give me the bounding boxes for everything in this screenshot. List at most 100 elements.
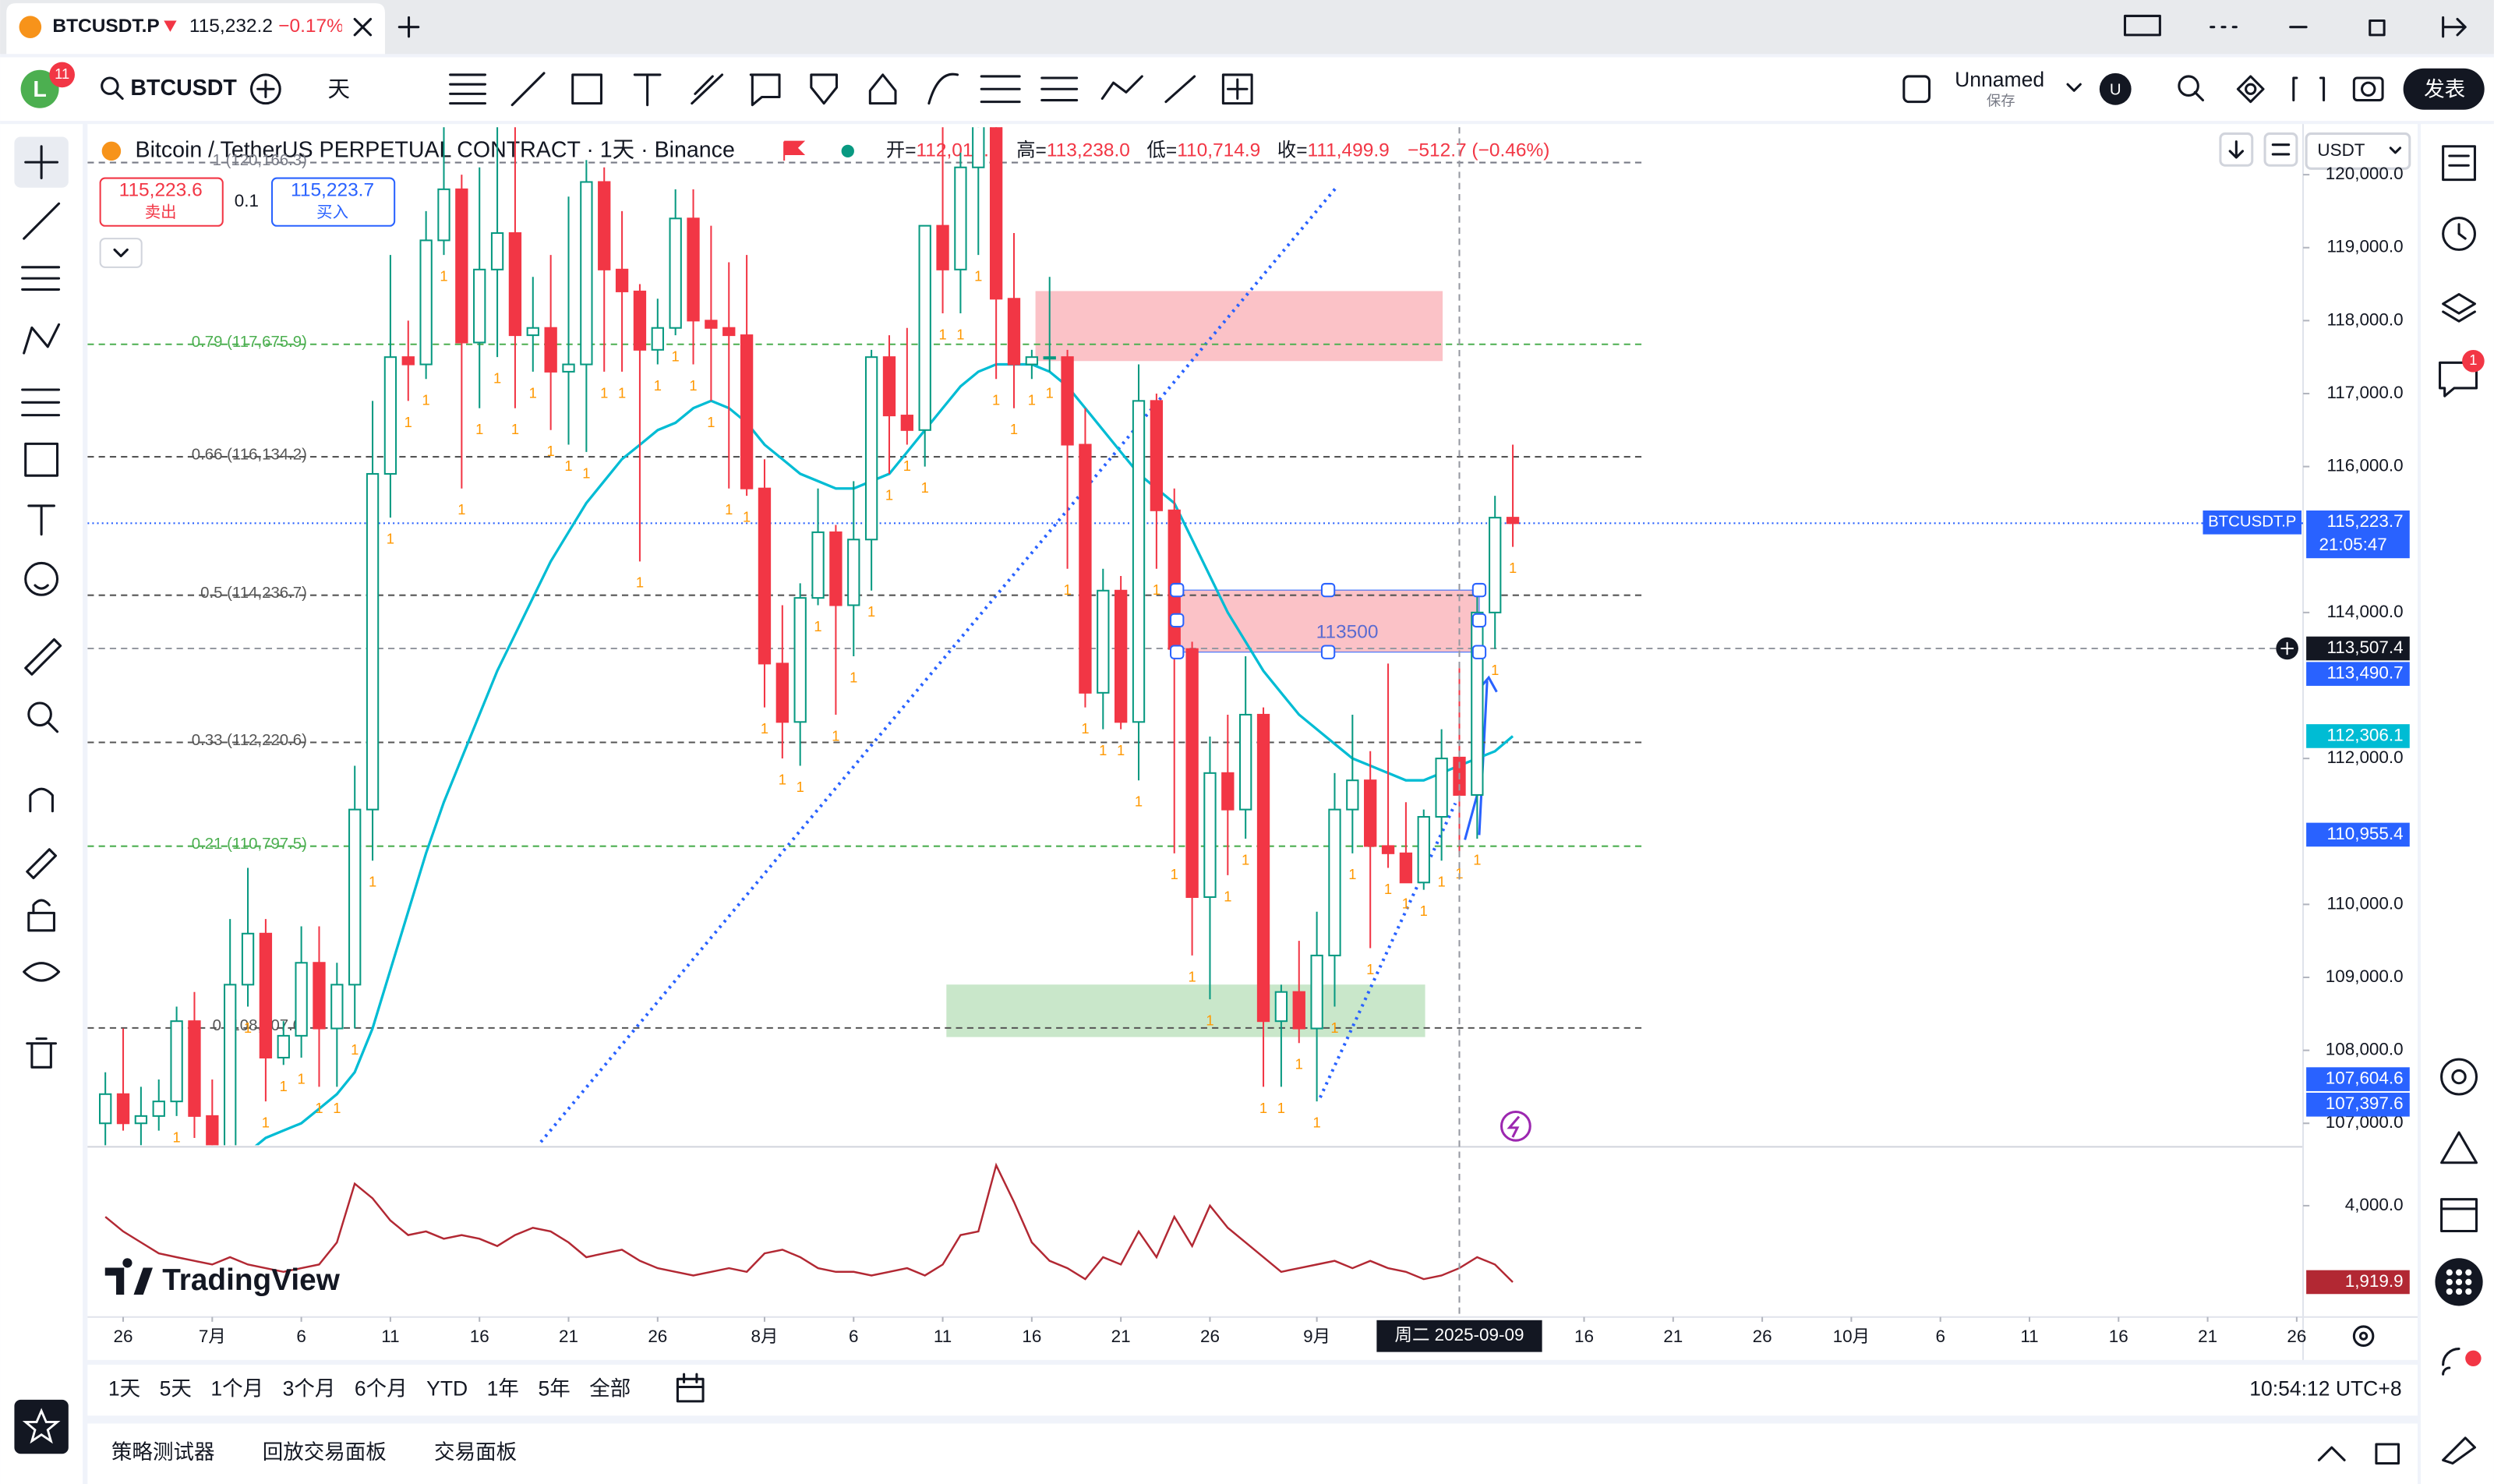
panel-tab[interactable]: 交易面板	[434, 1440, 517, 1464]
user-button[interactable]	[2099, 72, 2132, 105]
publish-button[interactable]	[2403, 68, 2485, 110]
signal-label: 1	[1135, 793, 1143, 810]
ohlc-key: 收=	[1277, 139, 1308, 161]
y-tick-label: 119,000.0	[2326, 237, 2403, 256]
candle-body	[1292, 991, 1305, 1030]
signal-label: 1	[636, 574, 644, 591]
tab-change: −0.17%	[278, 16, 344, 37]
drawing-tools[interactable]	[449, 72, 1253, 107]
interval-button[interactable]: 天	[327, 77, 350, 102]
candle-body	[918, 224, 931, 431]
signal-label: 1	[511, 421, 519, 437]
y-tick-label: 112,000.0	[2326, 747, 2403, 767]
avatar[interactable]	[20, 69, 59, 108]
x-tick-label: 21	[1111, 1327, 1131, 1346]
range-button[interactable]: 5天	[160, 1377, 192, 1401]
panel-controls[interactable]	[2317, 1443, 2400, 1465]
signal-label: 1	[1153, 581, 1160, 598]
market-status	[841, 144, 854, 158]
buy-button[interactable]	[271, 177, 396, 227]
drag-handle[interactable]	[1170, 613, 1185, 628]
candle-body	[829, 531, 843, 606]
range-button[interactable]: 3个月	[283, 1377, 336, 1401]
event-icon[interactable]	[1500, 1110, 1531, 1142]
flag-icon[interactable]	[783, 140, 806, 161]
drag-handle[interactable]	[1471, 613, 1487, 628]
candle-body	[775, 662, 789, 723]
signal-label: 1	[155, 1143, 163, 1160]
price-label-box	[2306, 1092, 2410, 1117]
lightning	[1507, 1115, 1521, 1138]
order-qty[interactable]: 0.1	[235, 191, 259, 210]
x-tick-label: 8月	[751, 1327, 779, 1346]
candle-body	[633, 290, 647, 351]
new-tab[interactable]	[397, 16, 420, 38]
candle-body	[455, 188, 468, 344]
candle-body	[313, 962, 326, 1030]
signal-label: 1	[280, 1078, 288, 1094]
y-tick-label: 108,000.0	[2326, 1040, 2404, 1059]
candle-body	[170, 1020, 183, 1103]
date-range-icon[interactable]	[676, 1373, 705, 1403]
candle-body	[1506, 517, 1520, 525]
panel-bar	[87, 1423, 2418, 1484]
candle-body	[687, 217, 700, 322]
drag-handle[interactable]	[1471, 582, 1487, 598]
price-label: 107,604.6	[2326, 1069, 2404, 1088]
range-button[interactable]: 1年	[487, 1377, 519, 1401]
signal-label: 1	[1028, 392, 1036, 408]
ohlc-value: 112,012.7	[917, 140, 1000, 161]
toolbar-icons[interactable]	[2178, 75, 2384, 104]
tab[interactable]	[6, 3, 385, 55]
layout-checkbox[interactable]	[1902, 75, 1931, 104]
range-button[interactable]: 全部	[589, 1377, 631, 1401]
drag-handle[interactable]	[1320, 645, 1336, 659]
panel-tab[interactable]: 策略测试器	[111, 1440, 215, 1464]
drag-handle[interactable]	[1471, 645, 1487, 659]
close-tab[interactable]	[353, 17, 373, 37]
candle-body	[1435, 758, 1448, 818]
sell-button[interactable]	[99, 177, 224, 227]
symbol-search[interactable]: BTCUSDT	[130, 76, 237, 101]
range-buttons: 1天 5天 1个月 3个月 6个月 YTD 1年 5年 全部	[108, 1377, 631, 1401]
range-button[interactable]: 5年	[538, 1377, 570, 1401]
chart-controls[interactable]	[2219, 132, 2411, 170]
layout-name[interactable]: Unnamed	[1955, 68, 2044, 91]
range-button[interactable]: 6个月	[355, 1377, 408, 1401]
x-tick-label: 7月	[199, 1327, 226, 1346]
coin-icon	[19, 16, 42, 38]
candle-body	[1417, 815, 1430, 884]
currency[interactable]: USDT	[2317, 140, 2365, 160]
signal-label: 1	[547, 443, 555, 459]
right-toolbar	[2421, 124, 2494, 1484]
panel-tab[interactable]: 回放交易面板	[263, 1440, 387, 1464]
left-tools[interactable]	[14, 136, 69, 1069]
candle-body	[758, 487, 772, 665]
x-tick-label: 21	[1663, 1327, 1683, 1346]
collapse-button[interactable]	[99, 238, 143, 268]
x-tick-label: 26	[2287, 1327, 2306, 1346]
range-button[interactable]: 1个月	[210, 1377, 263, 1401]
ohlc-value: 110,714.9	[1177, 140, 1260, 161]
signal-label: 1	[475, 421, 483, 437]
search-icon[interactable]	[101, 76, 124, 101]
axis-settings[interactable]	[2352, 1325, 2375, 1347]
candle-body	[473, 268, 486, 344]
candle-body	[134, 1115, 148, 1125]
x-tick-label: 26	[114, 1327, 133, 1346]
candle-body	[811, 531, 825, 599]
layout-menu[interactable]	[2066, 83, 2082, 92]
window-controls[interactable]	[2123, 14, 2467, 38]
drag-handle[interactable]	[1170, 645, 1185, 659]
favorites-button[interactable]	[14, 1399, 69, 1454]
range-button[interactable]: YTD	[426, 1377, 468, 1401]
compare-button[interactable]	[249, 73, 281, 105]
signal-label: 1	[1384, 881, 1392, 897]
range-button[interactable]: 1天	[108, 1377, 140, 1401]
drag-handle[interactable]	[1320, 582, 1336, 598]
drag-handle[interactable]	[1170, 582, 1185, 598]
signal-label: 1	[797, 779, 804, 795]
supply-zone[interactable]	[1035, 291, 1443, 362]
demand-zone[interactable]	[946, 984, 1425, 1037]
